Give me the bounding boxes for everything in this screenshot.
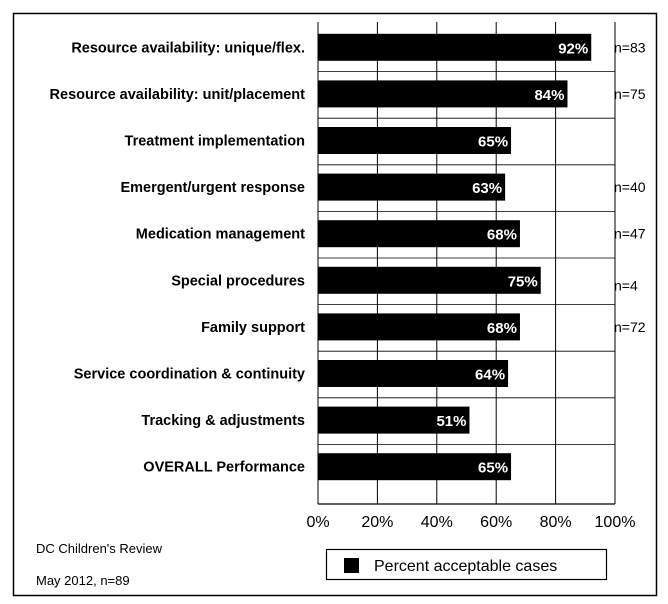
bar (318, 360, 509, 387)
x-tick-label: 0% (306, 514, 329, 531)
bar (318, 127, 512, 154)
category-label: Medication management (136, 227, 305, 243)
category-label: Emergent/urgent response (120, 180, 305, 196)
category-label: Service coordination & continuity (74, 367, 305, 383)
bar (318, 80, 568, 108)
value-label: 65% (478, 134, 508, 151)
category-label: Tracking & adjustments (141, 413, 305, 429)
value-label: 68% (487, 227, 517, 244)
sample-size-label: n=75 (614, 86, 646, 102)
x-tick-label: 60% (480, 514, 512, 531)
value-label: 84% (534, 87, 564, 104)
bar (318, 266, 541, 294)
value-label: 65% (478, 460, 508, 477)
footer-line-1: DC Children's Review (36, 541, 163, 556)
x-tick-label: 40% (421, 514, 453, 531)
value-label: 63% (472, 180, 502, 197)
x-tick-label: 80% (540, 514, 572, 531)
legend-swatch (344, 558, 359, 573)
sample-size-label: n=47 (614, 226, 646, 242)
legend-box (325, 548, 608, 581)
value-label: 64% (475, 367, 505, 384)
sample-size-label: n=72 (614, 319, 646, 335)
bar (318, 173, 506, 201)
x-tick-label: 100% (595, 514, 636, 531)
x-tick-labels: 0% 20% 40% 60% 80% 100% (306, 514, 635, 531)
value-label: 75% (508, 273, 538, 290)
sample-size-labels: n=83 n=75 n=40 n=47 n=4 n=72 (614, 39, 646, 335)
sample-size-label: n=40 (614, 179, 646, 195)
value-label: 68% (487, 320, 517, 337)
category-label: Resource availability: unique/flex. (71, 40, 305, 56)
value-label: 92% (558, 40, 588, 57)
footer-line-2: May 2012, n=89 (36, 573, 130, 588)
bars-group (318, 33, 592, 481)
value-labels: 92% 84% 65% 63% 68% 75% 68% 64% 51% 65% (436, 40, 588, 476)
bar (318, 313, 520, 341)
bar (318, 453, 512, 481)
sample-size-label: n=4 (614, 277, 638, 293)
bar (318, 220, 520, 248)
x-tick-label: 20% (361, 514, 393, 531)
category-label: OVERALL Performance (143, 460, 305, 476)
category-label: Special procedures (171, 273, 305, 289)
bar (318, 406, 470, 434)
category-label: Family support (201, 320, 305, 336)
chart-border (12, 12, 658, 597)
category-labels: Resource availability: unique/flex. Resou… (50, 40, 306, 475)
category-label: Treatment implementation (125, 134, 305, 150)
bar (318, 33, 592, 61)
sample-size-label: n=83 (614, 39, 646, 55)
legend: Percent acceptable cases (325, 548, 608, 581)
legend-label: Percent acceptable cases (374, 558, 557, 575)
category-label: Resource availability: unit/placement (50, 87, 306, 103)
value-label: 51% (436, 413, 466, 430)
clipped-title-band (0, 0, 668, 12)
